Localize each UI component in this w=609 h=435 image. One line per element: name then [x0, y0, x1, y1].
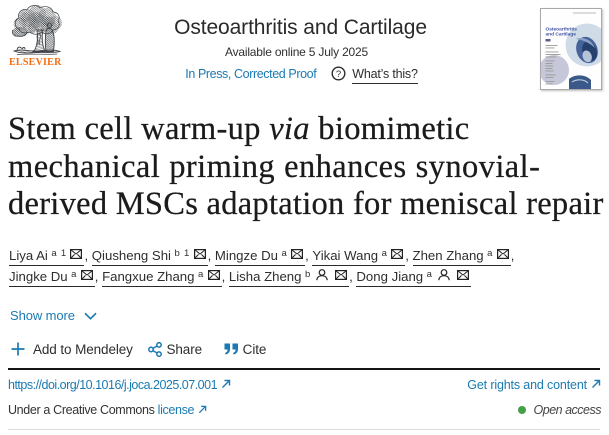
svg-text:and Cartilage: and Cartilage	[546, 32, 577, 38]
svg-text:?: ?	[336, 69, 341, 80]
svg-text:Osteoarthritis: Osteoarthritis	[546, 27, 578, 33]
